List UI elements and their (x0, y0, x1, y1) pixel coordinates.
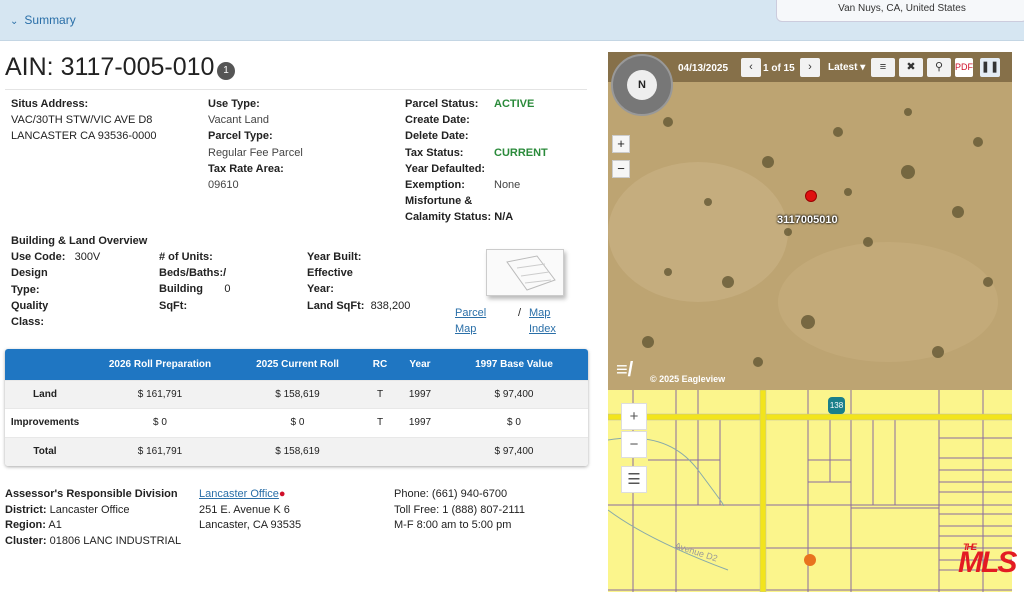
next-image-button[interactable]: › (800, 58, 820, 77)
aerial-map[interactable]: N 04/13/2025 ‹ 1 of 15 › Latest ▾ ≡ ✖ ⚲ … (608, 52, 1012, 390)
map-pin-icon: ● (278, 488, 286, 500)
compass-north: N (627, 70, 657, 100)
zoom-in-button[interactable]: + (612, 135, 630, 153)
street-map[interactable]: 138 Avenue D2 + − ☰ (608, 390, 1012, 592)
map-index-link[interactable]: Map Index (529, 307, 556, 336)
summary-label: Summary (24, 13, 76, 27)
top-bar: ⌄ Summary Van Nuys, CA, United States (0, 0, 1024, 41)
table-row: Total $ 161,791 $ 158,619 $ 97,400 (5, 436, 588, 466)
column-header: 1997 Base Value (440, 349, 588, 380)
parcel-lines (608, 390, 1012, 592)
use-info: Use Type: Vacant Land Parcel Type: Regular … (208, 98, 303, 192)
column-header (5, 349, 85, 380)
image-page: 1 of 15 (763, 63, 795, 74)
table-row: Land $ 161,791 $ 158,619 T 1997 $ 97,400 (5, 379, 588, 409)
imagery-credit: © 2025 Eagleview (650, 374, 726, 384)
situs-address: Situs Address: VAC/30TH STW/VIC AVE D8 LAN… (11, 98, 157, 143)
division-info: Assessor's Responsible Division District:… (5, 488, 182, 547)
office-link[interactable]: Lancaster Office (199, 488, 279, 500)
column-header: Year (400, 349, 440, 380)
page-title: AIN: 3117-005-010 (5, 53, 215, 81)
pdf-icon[interactable]: PDF (955, 58, 973, 77)
route-shield: 138 (828, 397, 845, 414)
map-layers-icon[interactable]: ☰ (621, 466, 647, 493)
overview-col1: Building & Land Overview Use Code: 300V De… (11, 235, 148, 329)
eagleview-logo: ≡/ (616, 359, 634, 381)
parcel-map-thumbnail[interactable] (486, 249, 564, 296)
overview-col3: Year Built: Effective Year: Land SqFt: 838,… (307, 251, 411, 312)
prev-image-button[interactable]: ‹ (741, 58, 761, 77)
summary-toggle[interactable]: ⌄ Summary (10, 13, 76, 27)
layers-icon[interactable]: ≡ (871, 58, 895, 77)
parcel-marker-icon[interactable] (805, 190, 817, 202)
aerial-imagery (608, 52, 1012, 390)
latest-dropdown[interactable]: Latest ▾ (828, 62, 866, 73)
status-labels: Parcel Status: Create Date: Delete Date: Ta… (405, 98, 514, 224)
ain-number: 3117-005-010 (60, 53, 215, 81)
divider (5, 89, 587, 90)
location-card: Van Nuys, CA, United States (776, 0, 1024, 22)
location-marker[interactable] (804, 554, 816, 566)
column-header: 2026 Roll Preparation (85, 349, 235, 380)
chevron-down-icon: ⌄ (10, 16, 19, 27)
parcel-label: 3117005010 (777, 214, 838, 226)
compass-control[interactable]: N (611, 54, 673, 116)
parcel-status-badge: ACTIVE (494, 98, 535, 110)
office-address: Lancaster Office● 251 E. Avenue K 6 Lancas… (199, 488, 302, 531)
tools-icon[interactable]: ✖ (899, 58, 923, 77)
column-header: RC (360, 349, 400, 380)
pin-icon[interactable]: ⚲ (927, 58, 951, 77)
map-zoom-in-button[interactable]: + (621, 403, 647, 430)
parcel-map-link[interactable]: Parcel Map (455, 307, 487, 336)
overview-col2: # of Units: Beds/Baths:/Building 0 SqFt: (159, 251, 231, 312)
status-values: ACTIVE CURRENT None (494, 98, 548, 192)
count-badge[interactable]: 1 (217, 62, 235, 80)
values-table: 2026 Roll Preparation 2025 Current Roll … (5, 349, 588, 466)
zoom-out-button[interactable]: − (612, 160, 630, 178)
tax-status-badge: CURRENT (494, 146, 548, 159)
office-contact: Phone: (661) 940-6700 Toll Free: 1 (888) … (394, 488, 526, 531)
link-separator: / (518, 307, 522, 319)
imagery-date: 04/13/2025 (678, 63, 729, 74)
mls-logo: THE MLS (958, 542, 1017, 579)
map-zoom-out-button[interactable]: − (621, 431, 647, 458)
split-view-icon[interactable]: ❚❚ (980, 58, 1000, 77)
table-row: Improvements $ 0 $ 0 T 1997 $ 0 (5, 408, 588, 437)
column-header: 2025 Current Roll (235, 349, 360, 380)
